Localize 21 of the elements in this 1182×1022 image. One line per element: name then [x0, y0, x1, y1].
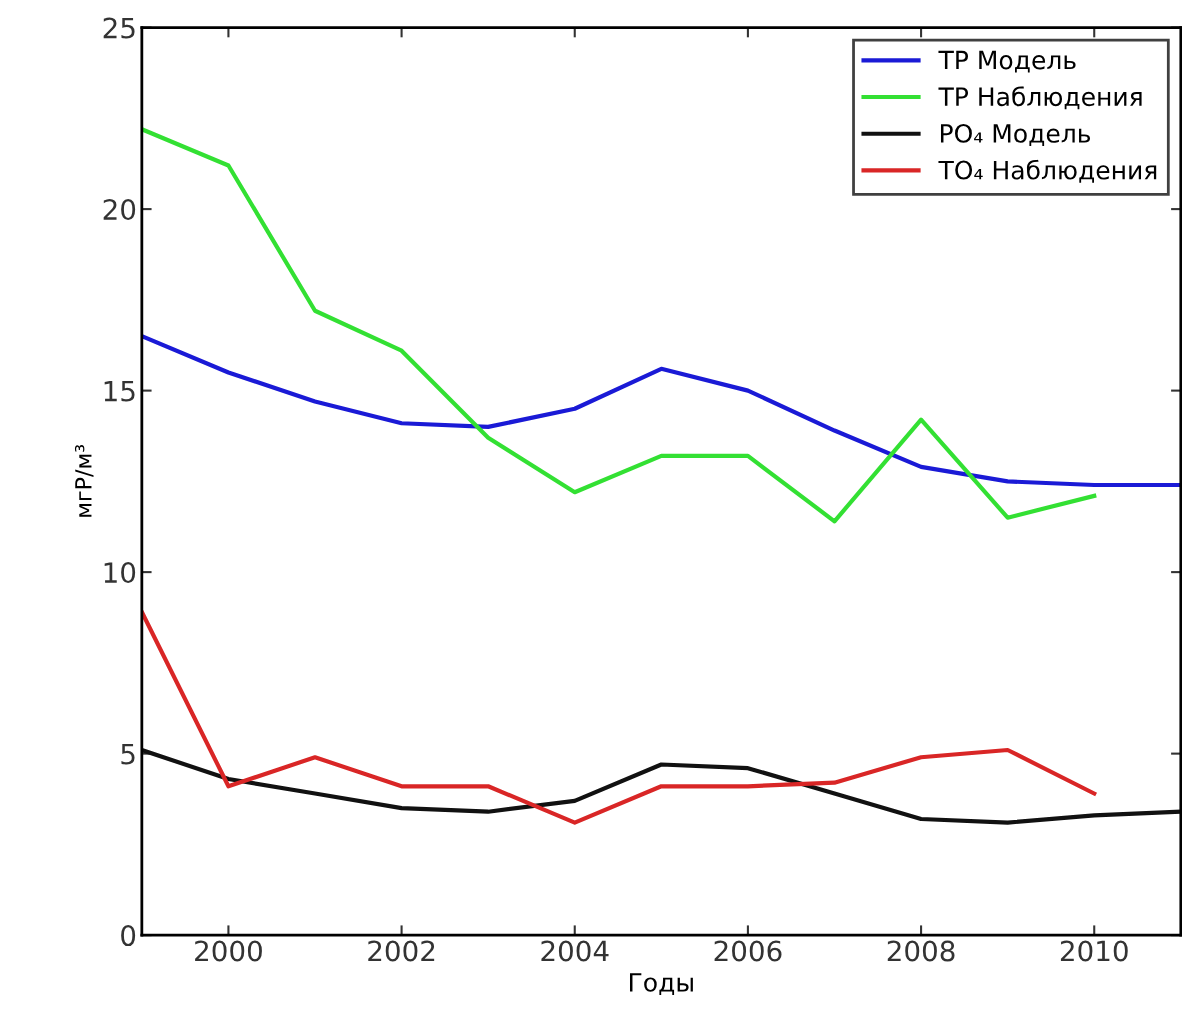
x-tick-label: 2006 — [714, 940, 782, 962]
x-tick-label: 2002 — [368, 940, 435, 962]
y-tick-label: 5 — [121, 743, 135, 765]
line-series — [141, 334, 1181, 488]
y-tick-label: 25 — [103, 17, 135, 39]
line-series — [141, 747, 1181, 825]
y-axis-title: мгР/м³ — [74, 444, 94, 517]
legend-label: TO₄ Наблюдения — [938, 159, 1157, 183]
line-series — [141, 609, 1097, 825]
x-tick-label: 2000 — [195, 940, 262, 962]
x-tick-label: 2004 — [541, 940, 609, 962]
x-tick-label: 2010 — [1060, 940, 1128, 962]
y-tick-label: 0 — [121, 925, 136, 947]
y-tick-label: 15 — [104, 380, 135, 402]
y-tick-label: 10 — [104, 562, 136, 584]
legend-label: TP Наблюдения — [938, 86, 1142, 110]
legend-label: TP Модель — [938, 50, 1076, 73]
y-tick-label: 20 — [103, 199, 136, 221]
x-axis-title: Годы — [630, 973, 693, 995]
x-tick-label: 2008 — [887, 940, 955, 962]
legend-label: PO₄ Модель — [940, 123, 1091, 146]
